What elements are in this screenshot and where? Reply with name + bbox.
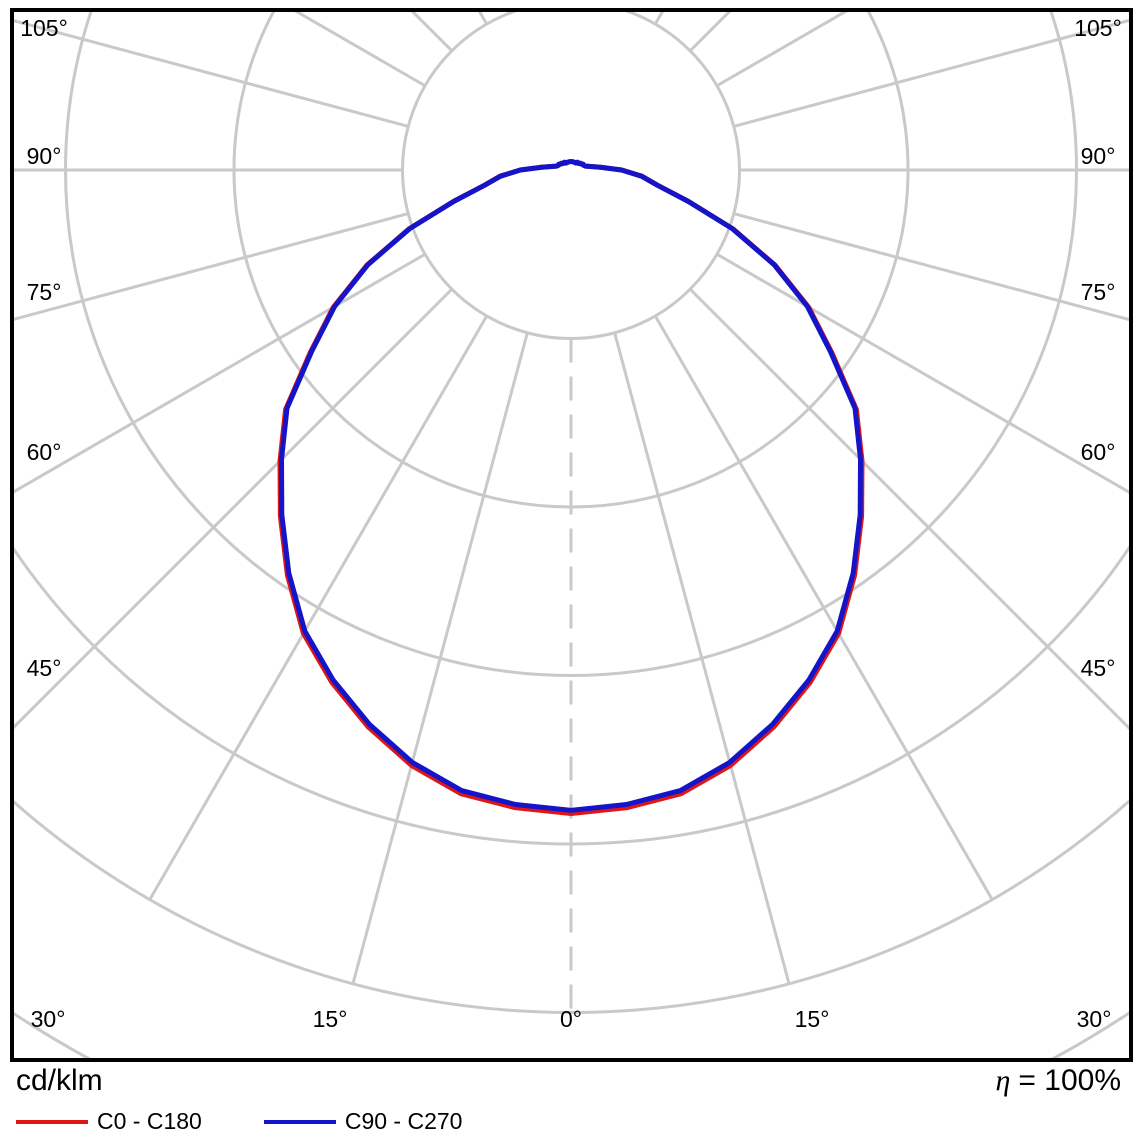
curve-c90-c270 [279, 159, 863, 813]
angle-tick-label: 15° [313, 1006, 348, 1032]
legend-item-c0-c180: C0 - C180 [16, 1108, 202, 1135]
radial-grid-line [14, 19, 409, 128]
photometric-polar-chart: 105° 105° 90° 90° 75° 75° 60° 60° 45° 45° 30° 15° 0°… [10, 0, 1133, 1062]
angle-tick-label: 0° [560, 1006, 582, 1032]
angle-tick-label: 30° [1077, 1006, 1112, 1032]
radial-grid-line [653, 315, 994, 901]
radial-grid-line [351, 332, 529, 985]
legend-label-c90-c270: C90 - C270 [344, 1108, 463, 1134]
angle-tick-label: 30° [31, 1006, 66, 1032]
polar-grid [14, 0, 1129, 1058]
legend: C0 - C180 C90 - C270 [16, 1108, 462, 1135]
radial-grid-line [294, 12, 426, 88]
angle-tick-label: 90° [1081, 143, 1116, 169]
radial-grid-line [716, 252, 1129, 494]
angle-tick-label: 90° [27, 143, 62, 169]
eta-symbol: η [995, 1064, 1011, 1097]
radial-grid-line [353, 0, 527, 7]
radial-grid-line [148, 315, 489, 901]
radial-grid-line [733, 212, 1129, 322]
angle-tick-label: 45° [27, 655, 62, 681]
legend-item-c90-c270: C90 - C270 [263, 1108, 463, 1135]
angle-tick-label: 45° [1081, 655, 1116, 681]
angle-tick-label: 105° [1074, 15, 1122, 41]
radial-grid-line [689, 288, 1129, 731]
radial-grid-line [14, 212, 409, 321]
angle-tick-label: 60° [1081, 439, 1116, 465]
legend-swatch-c90-c270 [263, 1119, 336, 1124]
angle-tick-label: 60° [27, 439, 62, 465]
polar-chart-svg: 105° 105° 90° 90° 75° 75° 60° 60° 45° 45° 30° 15° 0°… [10, 0, 1133, 1062]
radial-grid-line [14, 288, 453, 730]
units-label: cd/klm [16, 1064, 103, 1097]
angle-tick-label: 75° [1081, 279, 1116, 305]
angle-tick-label: 105° [20, 15, 68, 41]
radial-grid-line [733, 18, 1129, 128]
radial-grid-line [615, 0, 789, 7]
legend-label-c0-c180: C0 - C180 [97, 1108, 202, 1134]
chart-footer: cd/klm η = 100% C0 - C180 C90 - C270 [0, 1062, 1143, 1143]
angle-tick-label: 15° [795, 1006, 830, 1032]
radial-grid-line [613, 332, 791, 985]
radial-grid-line [716, 12, 848, 88]
legend-swatch-c0-c180 [16, 1119, 88, 1124]
angle-tick-label: 75° [27, 279, 62, 305]
grid-ring [14, 798, 1129, 1014]
radial-grid-line [14, 252, 426, 494]
eta-value: = 100% [1018, 1064, 1121, 1097]
efficiency-label: η = 100% [996, 1064, 1121, 1098]
